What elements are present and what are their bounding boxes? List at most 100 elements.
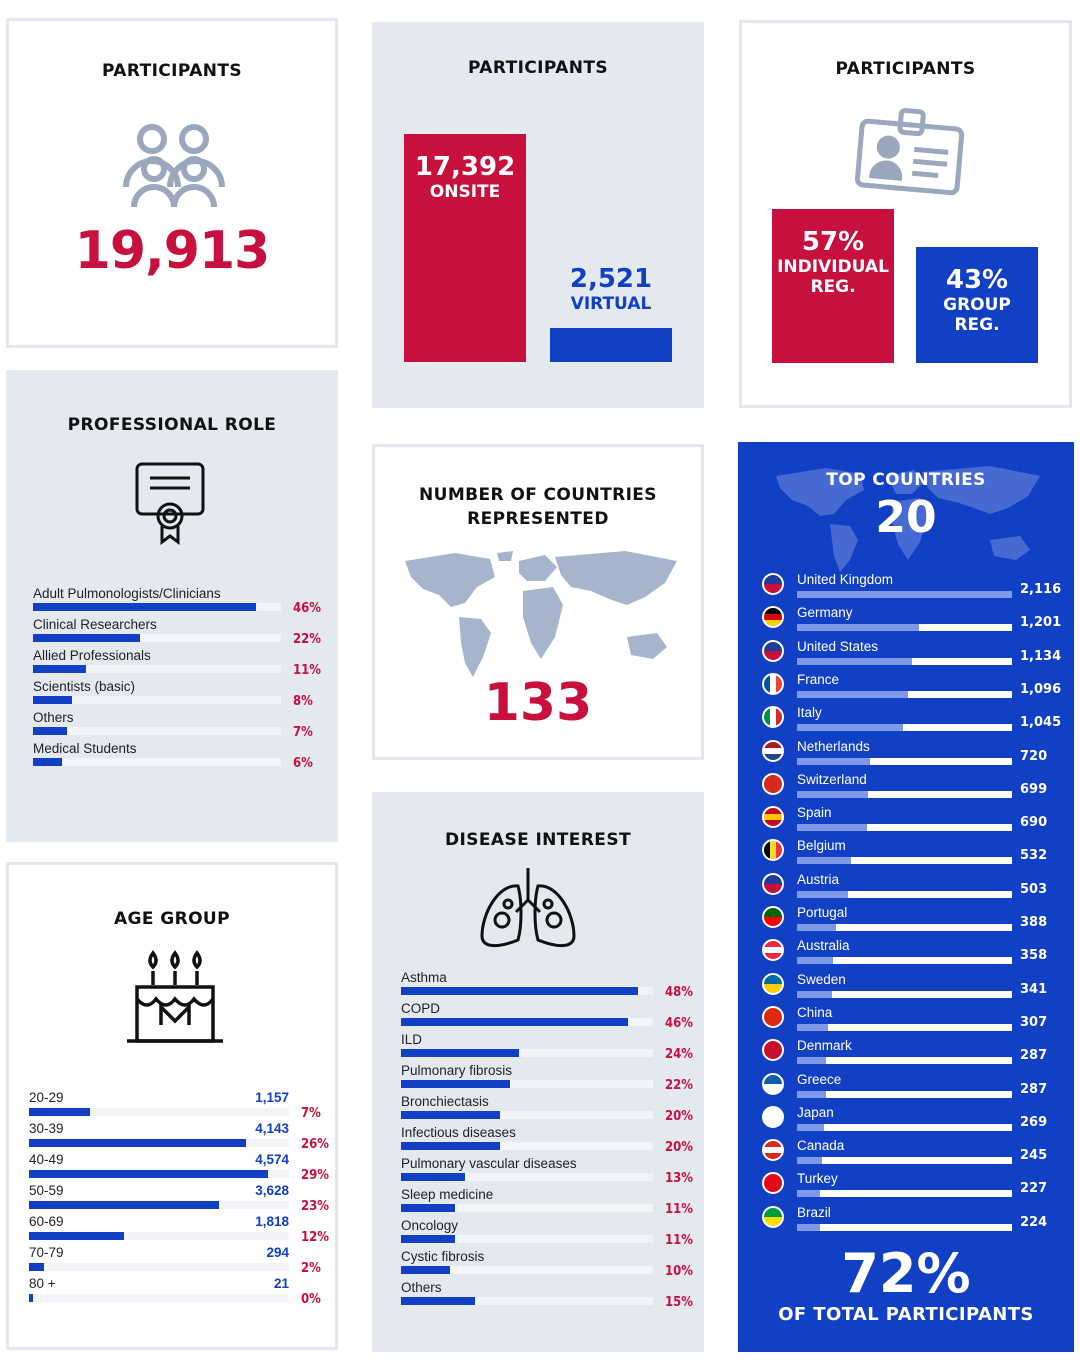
lungs-icon — [480, 868, 576, 947]
disease-row-label: Pulmonary vascular diseases — [401, 1156, 577, 1171]
age-row-count: 1,157 — [255, 1090, 289, 1105]
country-bar — [797, 824, 868, 832]
country-track — [797, 624, 1012, 632]
country-track — [797, 1223, 1012, 1231]
role-row-percent: 22% — [293, 632, 321, 647]
disease-row-label: Bronchiectasis — [401, 1094, 489, 1109]
age-row-track — [29, 1108, 289, 1116]
age-row-percent: 2% — [301, 1261, 321, 1276]
country-value: 532 — [1020, 848, 1048, 864]
country-flag-icon — [762, 906, 784, 928]
country-flag-icon — [762, 1105, 784, 1128]
role-row-percent: 46% — [293, 601, 321, 616]
country-bar — [797, 1023, 829, 1031]
country-track — [797, 1190, 1012, 1198]
disease-row-bar — [401, 1297, 476, 1305]
country-name: Japan — [797, 1104, 834, 1120]
country-name: Turkey — [797, 1171, 838, 1187]
country-flag-icon — [762, 672, 784, 695]
country-track — [797, 591, 1012, 598]
country-bar — [797, 757, 871, 765]
country-value: 224 — [1020, 1214, 1048, 1230]
country-flag-icon — [762, 772, 784, 795]
country-flag-icon — [762, 1072, 784, 1095]
disease-row-track — [401, 1049, 653, 1057]
disease-row-label: COPD — [401, 1001, 441, 1016]
country-name: United States — [797, 638, 879, 654]
top-countries-panel: TOP COUNTRIES 20 United Kingdom 2,116 Germ… — [738, 442, 1074, 1352]
disease-row-track — [401, 1297, 653, 1305]
disease-row-percent: 20% — [665, 1140, 693, 1155]
country-row: Denmark 287 — [762, 1038, 1052, 1068]
country-value: 1,045 — [1020, 715, 1062, 731]
country-value: 307 — [1020, 1014, 1048, 1030]
country-track — [797, 724, 1012, 732]
country-flag-icon — [762, 872, 784, 895]
disease-row-track — [401, 1111, 653, 1119]
role-row: Allied Professionals 11% — [33, 648, 323, 679]
disease-row-percent: 11% — [665, 1233, 693, 1248]
panel-title: DISEASE INTEREST — [445, 830, 631, 850]
role-row: Medical Students 6% — [33, 741, 323, 772]
disease-row: Sleep medicine 11% — [401, 1187, 693, 1218]
country-flag-icon — [762, 1172, 784, 1195]
country-bar — [797, 624, 920, 632]
country-name: Spain — [797, 805, 832, 821]
country-value: 503 — [1020, 881, 1048, 897]
disease-row-track — [401, 1142, 653, 1150]
age-row-bar — [29, 1294, 33, 1302]
country-flag-icon — [762, 839, 784, 862]
country-name: Denmark — [797, 1038, 852, 1054]
country-track — [797, 857, 1012, 865]
disease-row-bar — [401, 1049, 520, 1057]
country-flag-icon — [762, 1139, 784, 1162]
country-row: Greece 287 — [762, 1072, 1052, 1102]
country-value: 287 — [1020, 1048, 1048, 1064]
participants-registration-panel: PARTICIPANTS 57% INDIVIDUAL REG. 43% GRO… — [739, 20, 1072, 408]
country-bar — [797, 957, 834, 965]
age-row-track — [29, 1139, 289, 1147]
age-row: 70-79 294 2% — [29, 1245, 329, 1276]
role-row: Adult Pulmonologists/Clinicians 46% — [33, 586, 323, 617]
total-share-label: OF TOTAL PARTICIPANTS — [778, 1304, 1034, 1325]
role-row: Others 7% — [33, 710, 323, 741]
country-track — [797, 790, 1012, 798]
age-row-count: 1,818 — [255, 1214, 289, 1229]
disease-row-bar — [401, 987, 638, 995]
group-reg-value: 43% — [945, 264, 1009, 295]
participants-onsite-virtual-panel: PARTICIPANTS 17,392 ONSITE 2,521 VIRTUAL — [372, 22, 704, 408]
country-name: Portugal — [797, 905, 848, 920]
age-row-count: 294 — [266, 1245, 289, 1260]
age-row-track — [29, 1232, 289, 1240]
certificate-icon — [135, 462, 205, 545]
country-name: Italy — [797, 705, 822, 721]
country-flag-icon — [762, 639, 784, 662]
role-row-track — [33, 665, 281, 673]
country-flag-icon — [762, 972, 784, 995]
group-reg-label2: REG. — [954, 314, 1000, 335]
disease-row-percent: 10% — [665, 1264, 693, 1279]
country-name: Greece — [797, 1071, 842, 1087]
panel-title: TOP COUNTRIES — [826, 470, 986, 490]
id-badge-icon — [854, 107, 965, 196]
disease-row-track — [401, 987, 653, 995]
disease-row-percent: 24% — [665, 1047, 693, 1062]
country-bar — [797, 890, 849, 898]
disease-row-track — [401, 1204, 653, 1212]
disease-row-bar — [401, 1142, 500, 1150]
role-row-bar — [33, 758, 63, 766]
country-bar — [797, 1157, 822, 1165]
age-row-bar — [29, 1108, 90, 1116]
age-row-percent: 7% — [301, 1106, 321, 1121]
country-name: France — [797, 671, 840, 687]
country-name: Switzerland — [797, 771, 867, 787]
disease-row: Cystic fibrosis 10% — [401, 1249, 693, 1280]
age-row-track — [29, 1170, 289, 1178]
age-row: 40-49 4,574 29% — [29, 1152, 329, 1183]
age-row-bar — [29, 1263, 45, 1271]
country-bar — [797, 690, 909, 698]
role-row-label: Others — [33, 710, 74, 725]
role-row-bar — [33, 727, 67, 735]
age-row-track — [29, 1263, 289, 1271]
country-track — [797, 690, 1012, 698]
